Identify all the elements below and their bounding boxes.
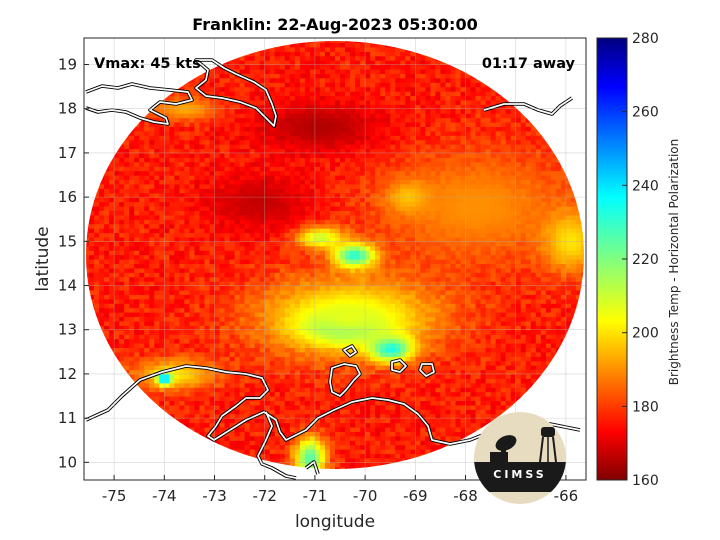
y-tick-label: 17 [58, 144, 77, 162]
time-away-annotation: 01:17 away [482, 56, 576, 72]
y-tick-label: 19 [58, 56, 77, 74]
colorbar-label: Brightness Temp - Horizontal Polarizatio… [667, 139, 681, 386]
y-tick-label: 14 [58, 277, 77, 295]
x-tick-label: -74 [152, 487, 177, 505]
colorbar-tick-label: 180 [632, 399, 659, 415]
y-tick-label: 13 [58, 321, 77, 339]
x-tick-label: -69 [403, 487, 428, 505]
colorbar-tick-label: 260 [632, 105, 659, 121]
colorbar-tick-label: 220 [632, 252, 659, 268]
colorbar: 160 180 200 220 240 260 280 Brightness Temp - … [596, 31, 681, 489]
x-axis-label: longitude [295, 512, 375, 532]
x-tick-label: -73 [202, 487, 227, 505]
y-tick-label: 12 [58, 365, 77, 383]
colorbar-ticks: 160 180 200 220 240 260 280 [622, 31, 659, 489]
colorbar-tick-label: 240 [632, 178, 659, 194]
y-tick-label: 11 [58, 409, 77, 427]
x-tick-label: -70 [353, 487, 378, 505]
colorbar-tick-label: 160 [632, 473, 659, 489]
x-tick-label: -71 [303, 487, 328, 505]
colorbar-tick-label: 200 [632, 326, 659, 342]
y-tick-label: 10 [58, 453, 77, 471]
x-tick-label: -66 [554, 487, 579, 505]
colorbar-tick-label: 280 [632, 31, 659, 47]
x-tick-label: -75 [102, 487, 127, 505]
chart-title: Franklin: 22-Aug-2023 05:30:00 [192, 15, 477, 34]
y-tick-label: 16 [58, 188, 77, 206]
y-tick-label: 15 [58, 232, 77, 250]
axes-box [83, 37, 587, 481]
x-tick-label: -72 [252, 487, 277, 505]
logo-text: CIMSS [493, 468, 546, 481]
cimss-logo: CIMSS [474, 412, 566, 504]
coastlines [85, 58, 581, 480]
grid-lines [84, 38, 586, 480]
y-axis-label: latitude [33, 226, 53, 291]
x-tick-label: -68 [453, 487, 478, 505]
vmax-annotation: Vmax: 45 kts [94, 56, 201, 72]
y-axis-ticks: 10 11 12 13 14 15 16 17 18 19 [58, 56, 89, 471]
y-tick-label: 18 [58, 100, 77, 118]
